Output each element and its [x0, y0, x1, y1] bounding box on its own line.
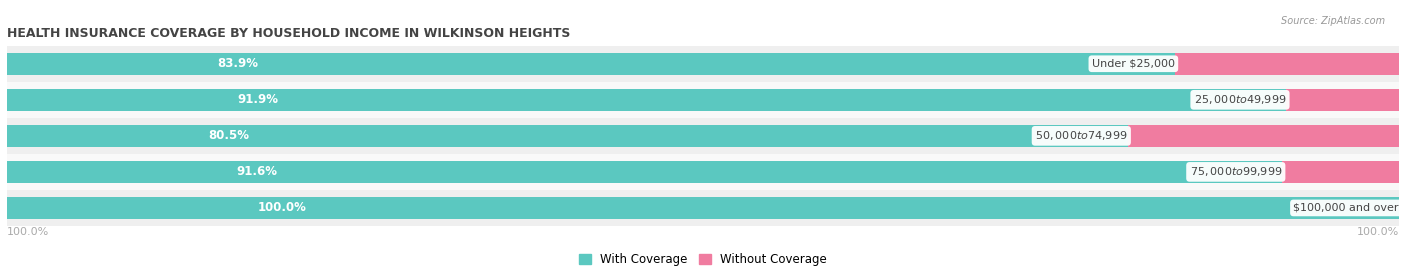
Bar: [7, 82, 1399, 118]
Text: 100.0%: 100.0%: [7, 227, 49, 237]
Legend: With Coverage, Without Coverage: With Coverage, Without Coverage: [574, 248, 832, 269]
Text: 100.0%: 100.0%: [1357, 227, 1399, 237]
Text: 83.9%: 83.9%: [218, 57, 259, 70]
Bar: [7, 154, 1399, 190]
Bar: [1286, 89, 1399, 111]
Bar: [7, 125, 1128, 147]
Text: $25,000 to $49,999: $25,000 to $49,999: [1194, 93, 1286, 106]
Text: 100.0%: 100.0%: [257, 201, 307, 214]
Bar: [7, 52, 1175, 75]
Text: 80.5%: 80.5%: [208, 129, 250, 142]
Text: 91.6%: 91.6%: [236, 165, 277, 178]
Text: Under $25,000: Under $25,000: [1092, 59, 1175, 69]
Bar: [7, 190, 1399, 226]
Text: $75,000 to $99,999: $75,000 to $99,999: [1189, 165, 1282, 178]
Text: $100,000 and over: $100,000 and over: [1294, 203, 1399, 213]
Bar: [1128, 125, 1400, 147]
Bar: [1175, 52, 1399, 75]
Text: HEALTH INSURANCE COVERAGE BY HOUSEHOLD INCOME IN WILKINSON HEIGHTS: HEALTH INSURANCE COVERAGE BY HOUSEHOLD I…: [7, 27, 571, 40]
Bar: [7, 46, 1399, 82]
Text: $50,000 to $74,999: $50,000 to $74,999: [1035, 129, 1128, 142]
Bar: [1282, 161, 1399, 183]
Text: 91.9%: 91.9%: [238, 93, 278, 106]
Bar: [7, 161, 1282, 183]
Bar: [7, 197, 1399, 219]
Bar: [7, 118, 1399, 154]
Text: Source: ZipAtlas.com: Source: ZipAtlas.com: [1281, 16, 1385, 26]
Bar: [7, 89, 1286, 111]
